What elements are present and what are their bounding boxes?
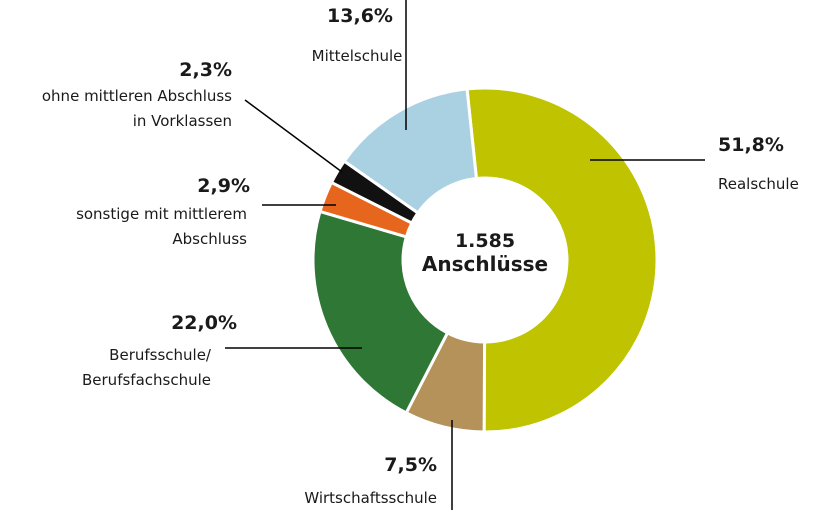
leader-line xyxy=(244,99,343,173)
donut xyxy=(311,86,659,434)
value-label: 2,3% xyxy=(179,59,232,81)
category-label: ohne mittleren Abschluss in Vorklassen xyxy=(41,87,232,130)
donut-segment xyxy=(311,209,450,415)
category-label: Wirtschaftsschule xyxy=(304,489,437,507)
category-label: Berufsschule/ Berufsfachschule xyxy=(82,346,211,389)
value-label: 7,5% xyxy=(384,454,437,476)
center-label: 1.585 Anschlüsse xyxy=(405,230,565,276)
donut-segment xyxy=(342,87,479,215)
value-label: 51,8% xyxy=(718,134,784,156)
center-caption: Anschlüsse xyxy=(421,252,549,276)
category-label: Realschule xyxy=(718,175,799,193)
donut-segment xyxy=(465,86,659,434)
center-total: 1.585 xyxy=(454,230,516,252)
value-label: 13,6% xyxy=(327,5,393,27)
value-label: 22,0% xyxy=(171,312,237,334)
value-label: 2,9% xyxy=(197,175,250,197)
category-label: Mittelschule xyxy=(311,47,403,65)
category-label: sonstige mit mittlerem Abschluss xyxy=(76,205,247,248)
